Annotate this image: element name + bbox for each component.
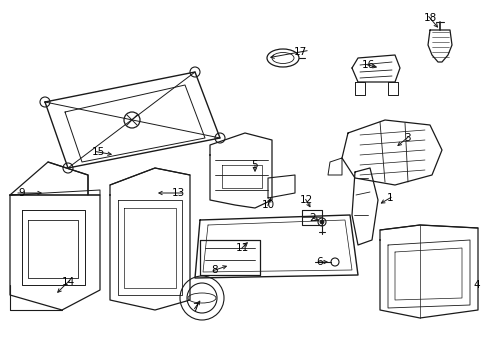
Text: 4: 4: [473, 280, 479, 290]
Circle shape: [319, 220, 324, 224]
Text: 1: 1: [386, 193, 392, 203]
Text: 15: 15: [91, 147, 104, 157]
Text: 18: 18: [423, 13, 436, 23]
Text: 13: 13: [171, 188, 184, 198]
Text: 17: 17: [293, 47, 306, 57]
Text: 3: 3: [403, 133, 409, 143]
Text: 11: 11: [235, 243, 248, 253]
Text: 2: 2: [309, 213, 316, 223]
Text: 16: 16: [361, 60, 374, 70]
Text: 8: 8: [211, 265, 218, 275]
Text: 5: 5: [251, 160, 258, 170]
Text: 7: 7: [191, 303, 198, 313]
Text: 9: 9: [19, 188, 25, 198]
Text: 14: 14: [61, 277, 75, 287]
Text: 6: 6: [316, 257, 323, 267]
Text: 10: 10: [261, 200, 274, 210]
Text: 12: 12: [299, 195, 312, 205]
